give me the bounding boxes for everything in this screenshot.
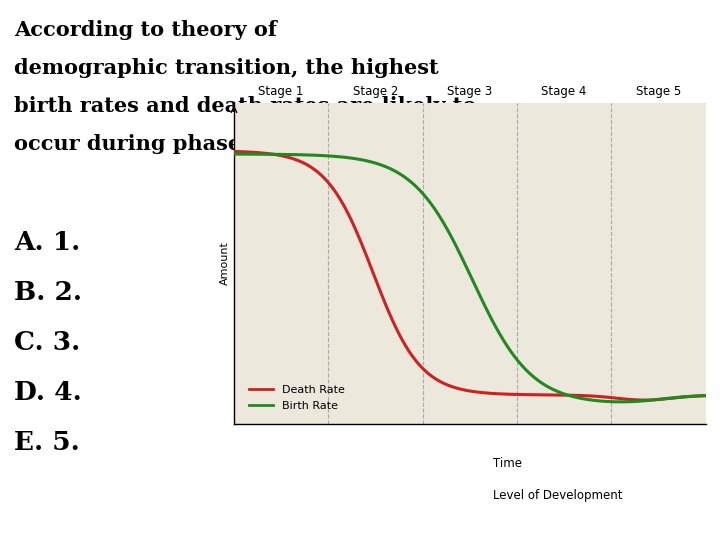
Text: B. 2.: B. 2. [14, 280, 82, 305]
Text: According to theory of: According to theory of [14, 20, 277, 40]
Text: Stage 5: Stage 5 [636, 85, 681, 98]
Text: birth rates and death rates are likely to: birth rates and death rates are likely t… [14, 96, 477, 116]
Y-axis label: Amount: Amount [220, 241, 230, 285]
Text: Stage 2: Stage 2 [353, 85, 398, 98]
Text: demographic transition, the highest: demographic transition, the highest [14, 58, 438, 78]
Text: Time: Time [493, 457, 522, 470]
Text: D. 4.: D. 4. [14, 380, 82, 405]
Text: Stage 3: Stage 3 [447, 85, 492, 98]
Text: Stage 1: Stage 1 [258, 85, 304, 98]
Text: E. 5.: E. 5. [14, 430, 80, 455]
Text: Level of Development: Level of Development [493, 489, 623, 503]
Text: C. 3.: C. 3. [14, 330, 80, 355]
Text: occur during phase: occur during phase [14, 134, 241, 154]
Legend: Death Rate, Birth Rate: Death Rate, Birth Rate [244, 381, 349, 415]
Text: A. 1.: A. 1. [14, 230, 80, 255]
Text: Stage 4: Stage 4 [541, 85, 587, 98]
